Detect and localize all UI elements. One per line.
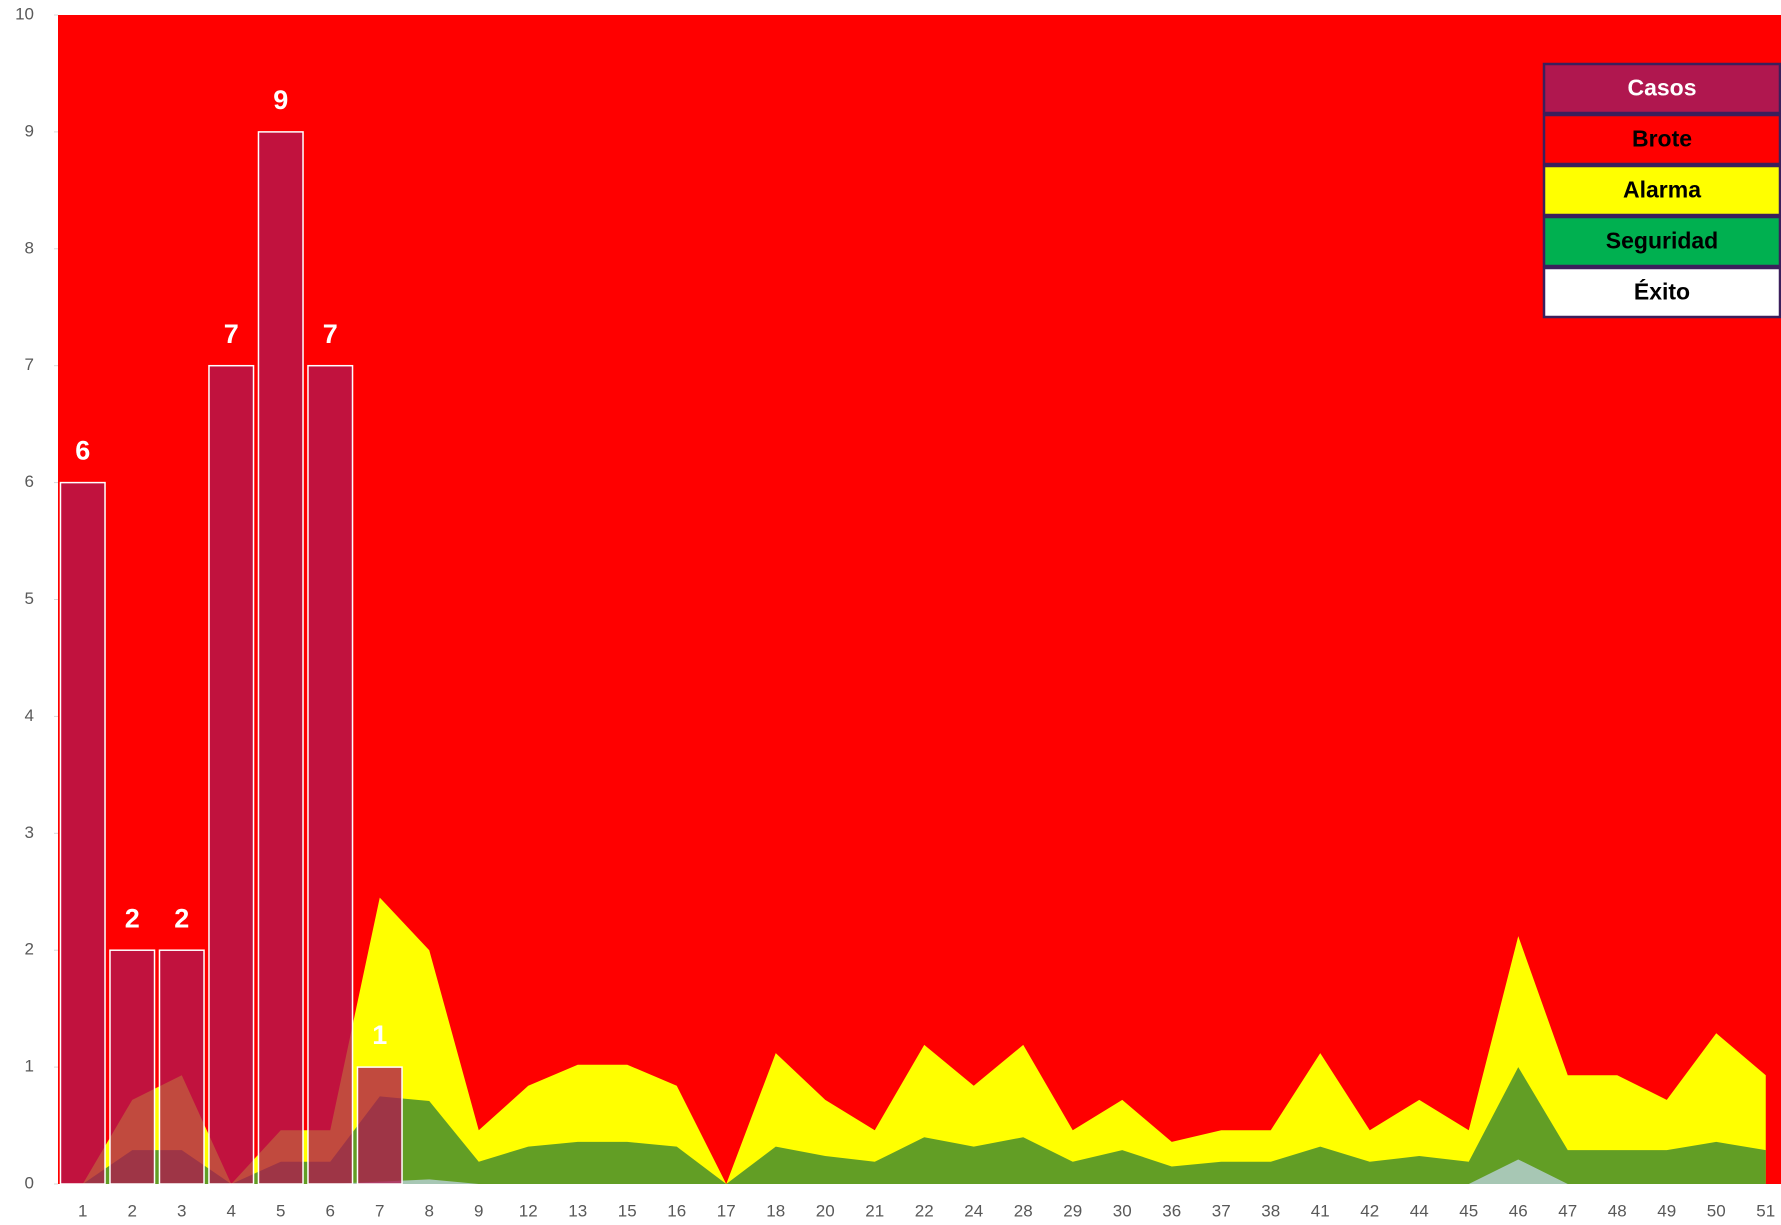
y-tick-label: 9 <box>25 121 34 140</box>
legend-swatch <box>1542 113 1781 166</box>
x-tick-label: 49 <box>1657 1201 1676 1220</box>
x-tick-label: 28 <box>1014 1201 1033 1220</box>
x-tick-label: 30 <box>1113 1201 1132 1220</box>
x-tick-label: 15 <box>618 1201 637 1220</box>
legend-label: Alarma <box>1623 177 1701 203</box>
x-tick-label: 38 <box>1261 1201 1280 1220</box>
bar <box>59 481 106 1185</box>
legend-swatch <box>1542 164 1781 217</box>
x-tick-label: 4 <box>227 1201 236 1220</box>
y-tick-label: 3 <box>25 823 34 842</box>
y-tick-label: 6 <box>25 472 34 491</box>
x-tick-label: 45 <box>1459 1201 1478 1220</box>
x-tick-label: 41 <box>1311 1201 1330 1220</box>
bar <box>109 949 156 1185</box>
legend-label: Casos <box>1627 75 1696 101</box>
x-tick-label: 42 <box>1360 1201 1379 1220</box>
x-tick-label: 46 <box>1509 1201 1528 1220</box>
legend-label: Brote <box>1632 126 1692 152</box>
legend-swatch <box>1542 62 1781 115</box>
y-tick-label: 8 <box>25 238 34 257</box>
x-tick-label: 7 <box>375 1201 384 1220</box>
x-tick-label: 13 <box>568 1201 587 1220</box>
bar <box>307 364 354 1185</box>
data-label: 2 <box>125 903 140 933</box>
y-tick-label: 10 <box>15 4 34 23</box>
x-tick-label: 22 <box>915 1201 934 1220</box>
legend-label: Éxito <box>1634 278 1690 305</box>
x-tick-label: 50 <box>1707 1201 1726 1220</box>
x-tick-label: 16 <box>667 1201 686 1220</box>
x-tick-label: 17 <box>717 1201 736 1220</box>
x-tick-label: 18 <box>766 1201 785 1220</box>
bar <box>208 364 255 1185</box>
y-tick-label: 2 <box>25 940 34 959</box>
y-tick-label: 0 <box>25 1173 34 1192</box>
x-tick-label: 51 <box>1756 1201 1775 1220</box>
x-tick-label: 48 <box>1608 1201 1627 1220</box>
data-label: 2 <box>174 903 189 933</box>
x-tick-label: 21 <box>865 1201 884 1220</box>
x-tick-label: 37 <box>1212 1201 1231 1220</box>
x-tick-label: 24 <box>964 1201 983 1220</box>
bar <box>356 1066 403 1185</box>
y-tick-label: 7 <box>25 355 34 374</box>
x-tick-label: 36 <box>1162 1201 1181 1220</box>
y-tick-label: 5 <box>25 589 34 608</box>
bar <box>158 949 205 1185</box>
area-3 <box>82 1067 1766 1184</box>
data-label: 7 <box>224 319 239 349</box>
area-1 <box>58 15 1781 1184</box>
data-label: 1 <box>372 1020 387 1050</box>
x-tick-label: 8 <box>425 1201 434 1220</box>
x-tick-label: 2 <box>128 1201 137 1220</box>
x-tick-label: 20 <box>816 1201 835 1220</box>
x-tick-label: 47 <box>1558 1201 1577 1220</box>
data-label: 6 <box>75 436 90 466</box>
x-tick-label: 6 <box>326 1201 335 1220</box>
bar <box>257 131 304 1185</box>
y-tick-label: 4 <box>25 706 34 725</box>
x-tick-label: 9 <box>474 1201 483 1220</box>
x-tick-label: 44 <box>1410 1201 1429 1220</box>
y-tick-label: 1 <box>25 1057 34 1076</box>
legend-label: Seguridad <box>1606 228 1718 254</box>
x-tick-label: 12 <box>519 1201 538 1220</box>
x-tick-label: 3 <box>177 1201 186 1220</box>
legend-swatch <box>1542 215 1781 268</box>
x-tick-label: 1 <box>78 1201 87 1220</box>
data-label: 9 <box>273 85 288 115</box>
legend-swatch <box>1542 266 1781 319</box>
area-2 <box>82 897 1766 1184</box>
x-tick-label: 5 <box>276 1201 285 1220</box>
x-tick-label: 29 <box>1063 1201 1082 1220</box>
data-label: 7 <box>323 319 338 349</box>
